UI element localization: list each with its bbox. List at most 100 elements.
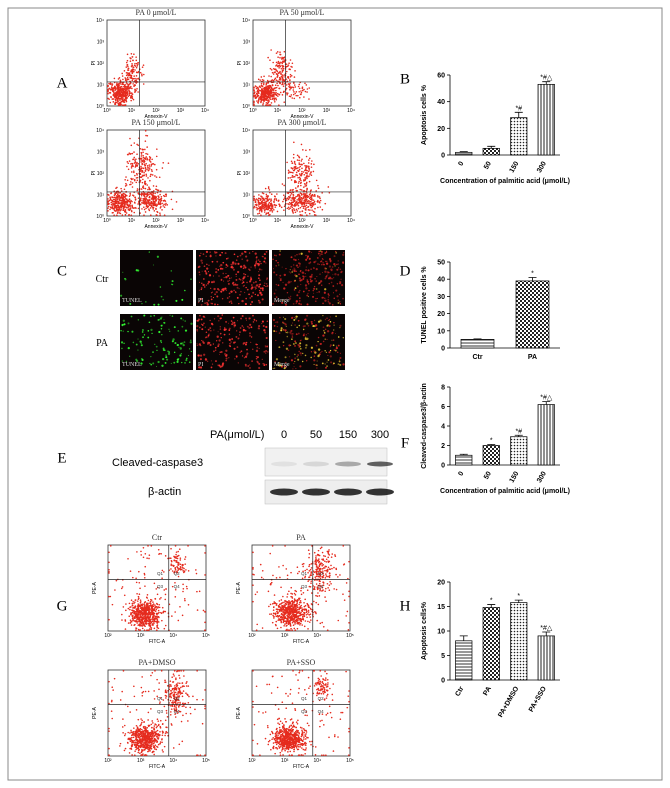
event-dot [148, 741, 150, 743]
event-dot [281, 82, 284, 84]
event-dot [278, 203, 281, 206]
event-dot [162, 751, 164, 753]
event-dot [262, 79, 265, 82]
event-dot [116, 101, 118, 104]
event-dot [267, 88, 269, 90]
event-dot [131, 93, 134, 96]
event-dot [310, 202, 312, 205]
event-dot [137, 751, 140, 754]
event-dot [113, 200, 115, 203]
event-dot [301, 210, 304, 212]
event-dot [144, 193, 146, 196]
event-dot [143, 741, 146, 743]
event-dot [278, 605, 281, 608]
event-dot [156, 718, 159, 721]
event-dot [153, 618, 156, 621]
event-dot [305, 204, 308, 207]
event-dot [120, 187, 122, 190]
event-dot [276, 51, 279, 53]
flow-plot: PA 50 μmol/LPIAnnexin-V10⁰10⁰10¹10¹10²10… [237, 8, 355, 120]
event-dot [146, 602, 148, 604]
event-dot [145, 608, 148, 611]
event-dot [146, 616, 149, 618]
event-dot [282, 614, 285, 617]
event-dot [169, 699, 172, 702]
event-dot [142, 606, 144, 609]
event-dot [156, 745, 158, 748]
event-dot [296, 195, 299, 197]
event-dot [157, 198, 159, 200]
event-dot [130, 144, 133, 147]
event-dot [110, 86, 113, 88]
event-dot [134, 88, 136, 91]
event-dot [108, 572, 110, 574]
event-dot [296, 566, 299, 569]
event-dot [174, 588, 177, 591]
x-tick-label: 10² [152, 108, 160, 114]
event-dot [253, 103, 255, 106]
event-dot [147, 735, 150, 738]
event-dot [274, 77, 277, 80]
event-dot [308, 98, 310, 100]
event-dot [140, 157, 143, 160]
event-dot [120, 91, 123, 94]
event-dot [122, 78, 124, 81]
event-dot [299, 178, 301, 181]
x-tick-label: 10³ [323, 108, 331, 114]
event-dot [302, 186, 305, 188]
event-dot [342, 563, 345, 566]
event-dot [134, 746, 137, 748]
event-dot [170, 198, 173, 201]
event-dot [131, 204, 133, 207]
event-dot [308, 159, 310, 161]
event-dot [116, 99, 119, 102]
event-dot [293, 82, 295, 84]
event-dot [127, 607, 130, 610]
event-dot [142, 749, 144, 752]
event-dot [296, 602, 298, 605]
event-dot [123, 70, 126, 72]
event-dot [151, 170, 153, 173]
event-dot [130, 599, 133, 602]
x-tick-label: 10² [248, 633, 256, 639]
event-dot [279, 91, 282, 94]
event-dot [274, 100, 276, 103]
event-dot [121, 90, 124, 92]
event-dot [150, 168, 153, 171]
event-dot [175, 693, 178, 696]
event-dot [342, 545, 345, 547]
event-dot [160, 552, 162, 555]
event-dot [129, 207, 132, 209]
event-dot [309, 173, 311, 175]
event-dot [275, 61, 278, 64]
event-dot [137, 628, 140, 631]
event-dot [299, 211, 301, 213]
event-dot [145, 202, 148, 205]
event-dot [137, 749, 140, 752]
event-dot [263, 211, 266, 213]
event-dot [305, 609, 308, 612]
event-dot [148, 195, 151, 198]
event-dot [129, 606, 131, 609]
event-dot [253, 92, 256, 95]
event-dot [303, 192, 305, 195]
event-dot [132, 614, 134, 617]
event-dot [317, 549, 320, 552]
event-dot [272, 79, 275, 82]
event-dot [267, 56, 269, 59]
event-dot [140, 169, 142, 171]
event-dot [326, 571, 328, 573]
event-dot [329, 580, 331, 583]
event-dot [112, 211, 114, 214]
event-dot [275, 620, 278, 623]
event-dot [263, 75, 265, 78]
event-dot [170, 547, 172, 550]
event-dot [152, 194, 155, 197]
event-dot [131, 70, 134, 73]
event-dot [165, 730, 168, 733]
event-dot [115, 195, 118, 197]
event-dot [274, 93, 277, 96]
event-dot [127, 69, 130, 71]
event-dot [174, 596, 177, 598]
event-dot [293, 601, 296, 603]
